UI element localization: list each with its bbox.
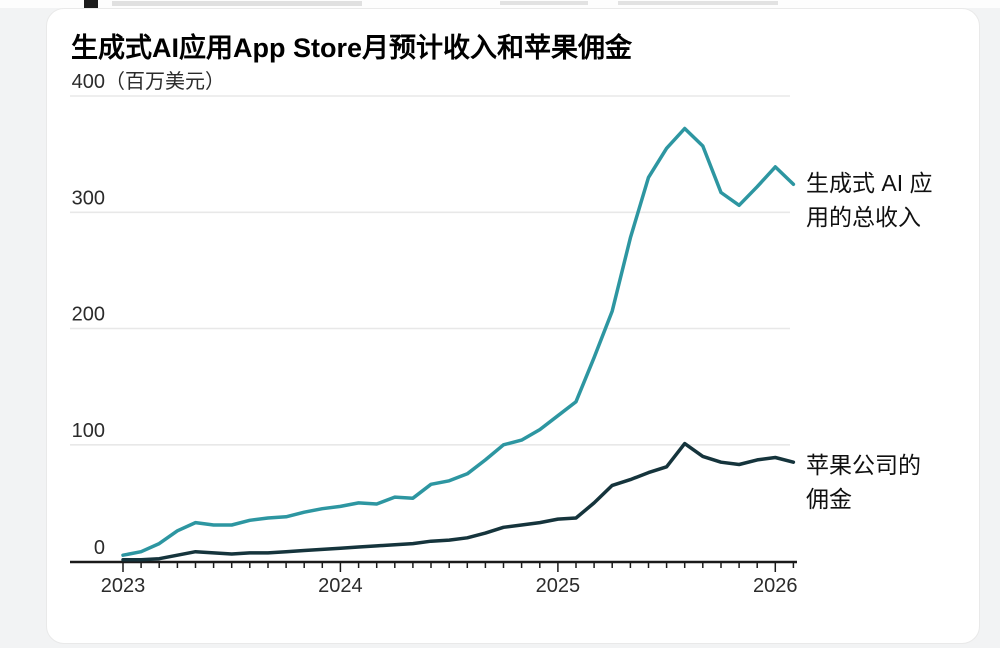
y-axis-unit-label: （百万美元） [105, 70, 225, 93]
y-axis-label-300: 300 [72, 187, 105, 209]
revenue-line [121, 126, 796, 557]
y-axis-label-400: 400 [72, 71, 105, 93]
commission-line [121, 441, 796, 562]
legend-commission-label: 苹果公司的 佣金 [806, 452, 921, 512]
chart-title: 生成式AI应用App Store月预计收入和苹果佣金 [71, 33, 633, 63]
y-axis-label-100: 100 [72, 420, 105, 442]
cropped-text-artifact [112, 1, 362, 6]
x-axis-label-2023: 2023 [101, 575, 146, 597]
y-axis-label-0: 0 [94, 537, 105, 559]
cropped-text-artifact [500, 1, 588, 5]
legend-revenue-label: 生成式 AI 应 用的总收入 [806, 170, 933, 230]
x-axis-label-2025: 2025 [536, 575, 581, 597]
x-axis-label-2024: 2024 [318, 575, 363, 597]
cropped-text-artifact [618, 1, 778, 5]
chart-card [46, 8, 980, 644]
y-axis-label-200: 200 [72, 304, 105, 326]
x-axis-label-2026: 2026 [753, 575, 798, 597]
